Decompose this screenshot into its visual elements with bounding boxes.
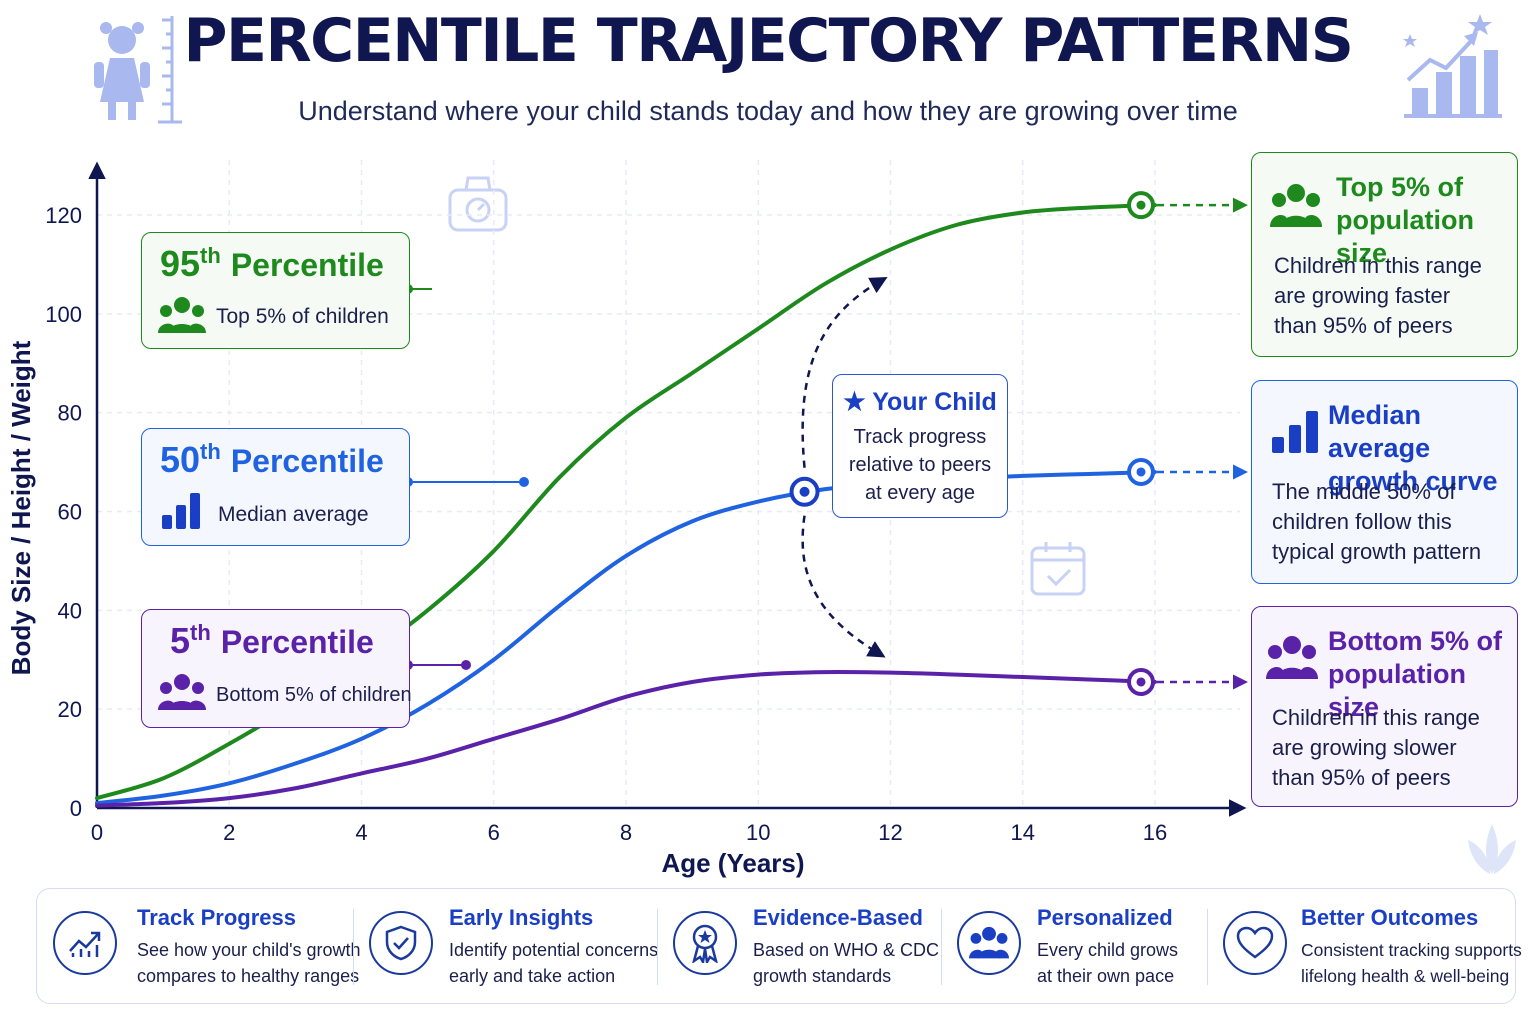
series-5th-line <box>95 669 1157 808</box>
card-50th-title: 50th Percentile <box>160 439 384 480</box>
info-bottom-title: Bottom 5% of population size <box>1328 626 1502 722</box>
info-top-desc: Children in this range are growing faste… <box>1274 253 1482 338</box>
x-axis-label: Age (Years) <box>661 848 804 878</box>
feature-title: Better Outcomes <box>1301 905 1479 930</box>
bar-chart-icon <box>1272 411 1318 453</box>
y-tick-label: 60 <box>58 500 82 525</box>
y-tick-label: 80 <box>58 401 82 426</box>
your-child-title: ★ Your Child <box>843 388 997 416</box>
scale-icon <box>448 176 508 232</box>
card-5th-subtitle: Bottom 5% of children <box>216 684 412 706</box>
shield-check-icon <box>385 925 417 961</box>
info-top-title: Top 5% of population size <box>1336 172 1474 268</box>
your-child-card: ★ Your Child Track progress relative to … <box>832 374 1008 518</box>
y-tick-label: 20 <box>58 697 82 722</box>
card-5th-title: 5th Percentile <box>170 620 374 661</box>
series-end-point-dot <box>1136 467 1146 477</box>
info-card-median: Median average growth curve The middle 5… <box>1251 380 1518 584</box>
x-tick-label: 8 <box>620 820 632 845</box>
feature-desc: See how your child's growth compares to h… <box>137 940 361 986</box>
x-tick-label: 14 <box>1011 820 1035 845</box>
people-group-icon <box>1270 184 1322 227</box>
series-end-point-dot <box>1136 677 1146 687</box>
feature-desc: Based on WHO & CDC growth standards <box>753 940 940 986</box>
y-tick-label: 40 <box>58 598 82 623</box>
child-height-ruler-icon <box>94 16 182 124</box>
star-icon: ★ <box>843 388 866 416</box>
y-tick-label: 120 <box>45 203 82 228</box>
feature-desc: Identify potential concerns early and tak… <box>449 940 659 986</box>
growth-bars-icon <box>1403 14 1502 118</box>
connector-dot <box>519 477 529 487</box>
divider <box>1207 909 1208 985</box>
bar-chart-icon <box>162 493 200 529</box>
people-group-icon <box>158 297 206 333</box>
info-median-title: Median average growth curve <box>1328 400 1498 496</box>
page-subtitle: Understand where your child stands today… <box>298 96 1238 126</box>
x-tick-label: 16 <box>1143 820 1167 845</box>
divider <box>353 909 354 985</box>
card-50th-percentile: 50th Percentile Median average <box>141 428 410 546</box>
people-group-icon <box>969 926 1009 959</box>
divider <box>657 909 658 985</box>
feature-desc: Every child grows at their own pace <box>1037 940 1179 986</box>
connector-dot <box>461 660 471 670</box>
feature-title: Early Insights <box>449 905 594 930</box>
y-tick-label: 0 <box>70 796 82 821</box>
info-card-bottom: Bottom 5% of population size Children in… <box>1251 606 1518 807</box>
feature-desc: Consistent tracking supports lifelong hea… <box>1301 940 1522 986</box>
info-median-desc: The middle 50% of children follow this t… <box>1272 479 1482 564</box>
leaf-icon <box>1468 824 1516 874</box>
your-child-up-arrow <box>801 277 888 468</box>
card-95th-title: 95th Percentile <box>160 243 384 284</box>
x-tick-label: 2 <box>223 820 235 845</box>
people-group-icon <box>158 674 206 710</box>
trend-chart-icon <box>69 931 101 957</box>
card-95th-subtitle: Top 5% of children <box>216 305 389 328</box>
y-axis-label: Body Size / Height / Weight <box>6 340 36 675</box>
your-child-desc: Track progress relative to peers at ever… <box>848 426 992 504</box>
feature-title: Evidence-Based <box>753 905 923 930</box>
info-card-top: Top 5% of population size Children in th… <box>1251 152 1518 357</box>
your-child-down-arrow <box>801 515 886 658</box>
feature-title: Personalized <box>1037 905 1173 930</box>
divider <box>941 909 942 985</box>
features-footer: Track Progress See how your child's grow… <box>36 888 1522 1004</box>
card-95th-percentile: 95th Percentile Top 5% of children <box>141 232 410 349</box>
people-group-icon <box>1266 636 1318 679</box>
x-tick-label: 6 <box>488 820 500 845</box>
info-bottom-desc: Children in this range are growing slowe… <box>1272 705 1480 790</box>
heart-icon <box>1236 926 1274 959</box>
x-tick-label: 12 <box>878 820 902 845</box>
page-title: PERCENTILE TRAJECTORY PATTERNS <box>183 6 1354 76</box>
x-tick-label: 0 <box>91 820 103 845</box>
series-end-point-dot <box>1136 200 1146 210</box>
y-tick-label: 100 <box>45 302 82 327</box>
your-child-marker-dot <box>799 486 810 497</box>
x-tick-label: 10 <box>746 820 770 845</box>
calendar-check-icon <box>1030 542 1086 596</box>
card-50th-subtitle: Median average <box>218 503 369 526</box>
feature-title: Track Progress <box>137 905 296 930</box>
x-tick-label: 4 <box>355 820 367 845</box>
award-ribbon-icon <box>692 924 718 963</box>
card-5th-percentile: 5th Percentile Bottom 5% of children <box>141 609 412 728</box>
